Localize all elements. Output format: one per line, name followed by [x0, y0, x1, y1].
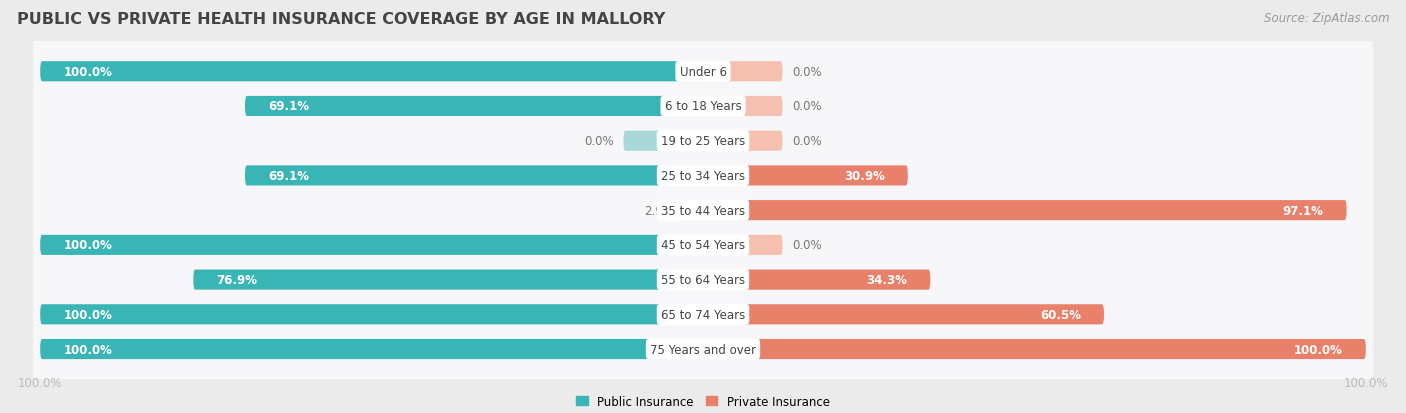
FancyBboxPatch shape: [245, 166, 703, 186]
FancyBboxPatch shape: [41, 62, 703, 82]
FancyBboxPatch shape: [32, 285, 1374, 345]
FancyBboxPatch shape: [32, 180, 1374, 241]
FancyBboxPatch shape: [703, 201, 1347, 221]
Text: 100.0%: 100.0%: [1294, 343, 1343, 356]
Text: 0.0%: 0.0%: [583, 135, 613, 148]
FancyBboxPatch shape: [703, 62, 783, 82]
Text: 45 to 54 Years: 45 to 54 Years: [661, 239, 745, 252]
Text: 0.0%: 0.0%: [793, 239, 823, 252]
FancyBboxPatch shape: [703, 235, 783, 255]
Text: 25 to 34 Years: 25 to 34 Years: [661, 169, 745, 183]
FancyBboxPatch shape: [703, 131, 783, 152]
Text: 55 to 64 Years: 55 to 64 Years: [661, 273, 745, 286]
FancyBboxPatch shape: [683, 201, 703, 221]
Text: 19 to 25 Years: 19 to 25 Years: [661, 135, 745, 148]
FancyBboxPatch shape: [32, 215, 1374, 275]
Text: 100.0%: 100.0%: [63, 343, 112, 356]
FancyBboxPatch shape: [41, 339, 703, 359]
Text: Source: ZipAtlas.com: Source: ZipAtlas.com: [1264, 12, 1389, 25]
Text: 65 to 74 Years: 65 to 74 Years: [661, 308, 745, 321]
Text: 100.0%: 100.0%: [63, 66, 112, 78]
Text: 100.0%: 100.0%: [63, 239, 112, 252]
Text: 97.1%: 97.1%: [1282, 204, 1323, 217]
FancyBboxPatch shape: [32, 250, 1374, 310]
FancyBboxPatch shape: [703, 304, 1104, 325]
FancyBboxPatch shape: [703, 339, 1365, 359]
Text: 6 to 18 Years: 6 to 18 Years: [665, 100, 741, 113]
Text: 69.1%: 69.1%: [269, 169, 309, 183]
Text: 0.0%: 0.0%: [793, 66, 823, 78]
Text: PUBLIC VS PRIVATE HEALTH INSURANCE COVERAGE BY AGE IN MALLORY: PUBLIC VS PRIVATE HEALTH INSURANCE COVER…: [17, 12, 665, 27]
Legend: Public Insurance, Private Insurance: Public Insurance, Private Insurance: [576, 395, 830, 408]
Text: 0.0%: 0.0%: [793, 100, 823, 113]
Text: Under 6: Under 6: [679, 66, 727, 78]
Text: 0.0%: 0.0%: [793, 135, 823, 148]
FancyBboxPatch shape: [32, 146, 1374, 206]
Text: 100.0%: 100.0%: [63, 308, 112, 321]
FancyBboxPatch shape: [703, 166, 908, 186]
Text: 34.3%: 34.3%: [866, 273, 907, 286]
FancyBboxPatch shape: [41, 304, 703, 325]
FancyBboxPatch shape: [32, 319, 1374, 379]
Text: 69.1%: 69.1%: [269, 100, 309, 113]
Text: 60.5%: 60.5%: [1040, 308, 1081, 321]
FancyBboxPatch shape: [32, 42, 1374, 102]
FancyBboxPatch shape: [32, 76, 1374, 137]
FancyBboxPatch shape: [32, 111, 1374, 171]
Text: 35 to 44 Years: 35 to 44 Years: [661, 204, 745, 217]
FancyBboxPatch shape: [703, 97, 783, 117]
FancyBboxPatch shape: [41, 235, 703, 255]
Text: 30.9%: 30.9%: [844, 169, 884, 183]
FancyBboxPatch shape: [245, 97, 703, 117]
Text: 76.9%: 76.9%: [217, 273, 257, 286]
FancyBboxPatch shape: [193, 270, 703, 290]
Text: 2.9%: 2.9%: [644, 204, 673, 217]
FancyBboxPatch shape: [623, 131, 703, 152]
FancyBboxPatch shape: [703, 270, 931, 290]
Text: 75 Years and over: 75 Years and over: [650, 343, 756, 356]
